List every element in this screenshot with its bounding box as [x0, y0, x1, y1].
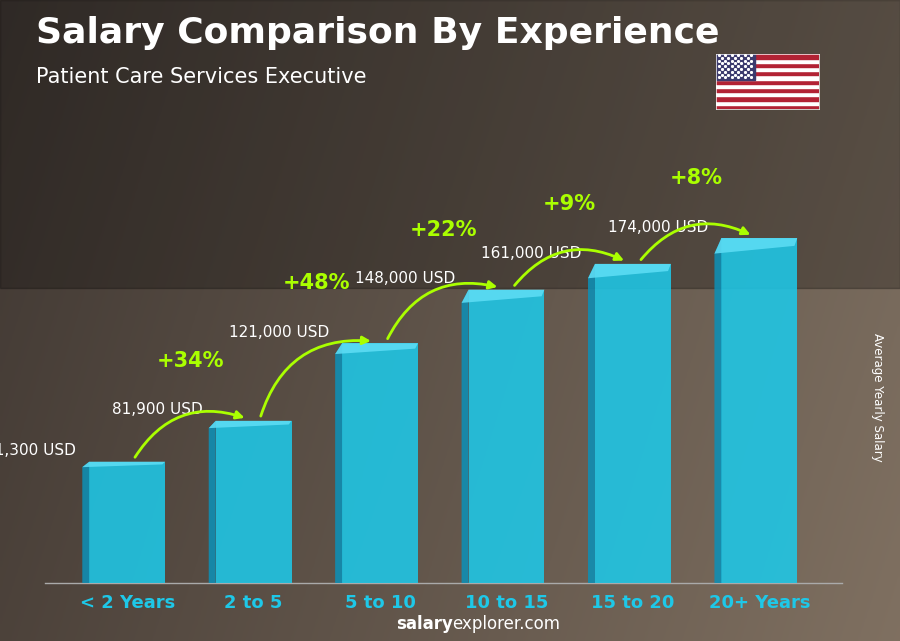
FancyArrowPatch shape [261, 337, 368, 416]
Text: 81,900 USD: 81,900 USD [112, 403, 202, 417]
Polygon shape [588, 264, 670, 278]
Text: Average Yearly Salary: Average Yearly Salary [871, 333, 884, 462]
FancyArrowPatch shape [135, 412, 242, 457]
Polygon shape [335, 343, 342, 583]
Polygon shape [209, 421, 216, 583]
Bar [716, 67, 819, 71]
Polygon shape [82, 462, 165, 467]
FancyArrowPatch shape [388, 281, 494, 338]
Text: +34%: +34% [157, 351, 224, 370]
FancyArrowPatch shape [515, 249, 621, 285]
Text: 148,000 USD: 148,000 USD [355, 271, 455, 287]
Bar [716, 84, 819, 88]
Polygon shape [715, 238, 797, 254]
Text: +8%: +8% [670, 168, 723, 188]
Text: 161,000 USD: 161,000 USD [482, 246, 581, 260]
Bar [716, 96, 819, 101]
Polygon shape [588, 264, 595, 583]
Polygon shape [82, 462, 89, 583]
Bar [716, 59, 819, 63]
Text: +9%: +9% [543, 194, 596, 214]
Bar [716, 101, 819, 104]
Bar [716, 63, 819, 67]
Bar [722, 238, 797, 583]
Text: 61,300 USD: 61,300 USD [0, 444, 76, 458]
Bar [342, 343, 418, 583]
Text: +22%: +22% [410, 220, 477, 240]
Bar [89, 462, 165, 583]
Text: salary: salary [396, 615, 453, 633]
Polygon shape [335, 343, 418, 354]
Bar [716, 92, 819, 96]
Polygon shape [462, 290, 469, 583]
Bar [716, 104, 819, 109]
Polygon shape [209, 421, 292, 428]
Bar [716, 79, 819, 84]
Bar [716, 71, 819, 76]
Bar [469, 290, 544, 583]
Bar [716, 76, 819, 79]
FancyArrowPatch shape [641, 224, 748, 260]
Bar [716, 54, 755, 79]
Bar [716, 88, 819, 92]
Polygon shape [715, 238, 722, 583]
Bar [595, 264, 670, 583]
Polygon shape [462, 290, 544, 303]
Bar [716, 54, 819, 59]
Text: Patient Care Services Executive: Patient Care Services Executive [36, 67, 366, 87]
Bar [216, 421, 292, 583]
Text: +48%: +48% [284, 273, 351, 293]
Bar [0, 0, 900, 288]
Text: Salary Comparison By Experience: Salary Comparison By Experience [36, 16, 719, 50]
Text: 174,000 USD: 174,000 USD [608, 220, 708, 235]
Text: 121,000 USD: 121,000 USD [229, 325, 328, 340]
Text: explorer.com: explorer.com [452, 615, 560, 633]
